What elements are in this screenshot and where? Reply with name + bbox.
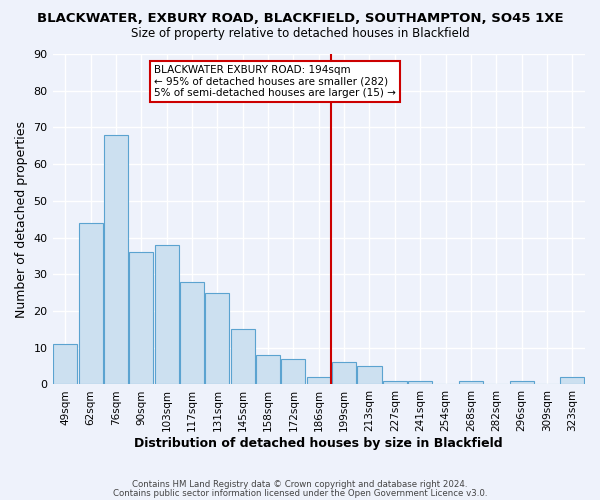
Bar [53, 344, 77, 385]
Bar [459, 381, 483, 384]
Bar [256, 355, 280, 384]
Text: BLACKWATER, EXBURY ROAD, BLACKFIELD, SOUTHAMPTON, SO45 1XE: BLACKWATER, EXBURY ROAD, BLACKFIELD, SOU… [37, 12, 563, 26]
Y-axis label: Number of detached properties: Number of detached properties [15, 120, 28, 318]
Bar [104, 135, 128, 384]
Text: Contains HM Land Registry data © Crown copyright and database right 2024.: Contains HM Land Registry data © Crown c… [132, 480, 468, 489]
X-axis label: Distribution of detached houses by size in Blackfield: Distribution of detached houses by size … [134, 437, 503, 450]
Bar [332, 362, 356, 384]
Text: Size of property relative to detached houses in Blackfield: Size of property relative to detached ho… [131, 28, 469, 40]
Bar [281, 359, 305, 384]
Bar [560, 377, 584, 384]
Text: BLACKWATER EXBURY ROAD: 194sqm
← 95% of detached houses are smaller (282)
5% of : BLACKWATER EXBURY ROAD: 194sqm ← 95% of … [154, 65, 396, 98]
Bar [383, 381, 407, 384]
Bar [509, 381, 533, 384]
Bar [307, 377, 331, 384]
Text: Contains public sector information licensed under the Open Government Licence v3: Contains public sector information licen… [113, 488, 487, 498]
Bar [205, 292, 229, 384]
Bar [230, 330, 255, 384]
Bar [155, 245, 179, 384]
Bar [358, 366, 382, 384]
Bar [180, 282, 204, 385]
Bar [129, 252, 154, 384]
Bar [408, 381, 432, 384]
Bar [79, 223, 103, 384]
